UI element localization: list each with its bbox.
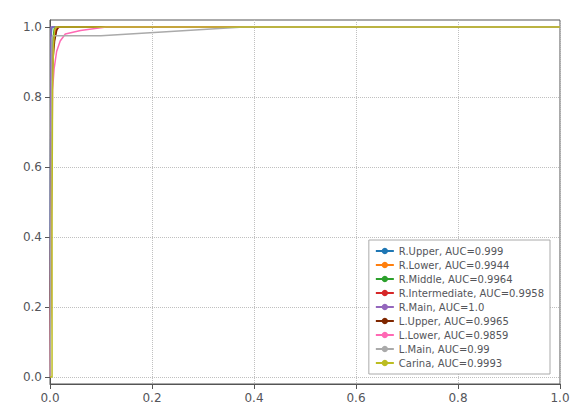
svg-text:0.4: 0.4 (23, 230, 42, 244)
svg-text:0.8: 0.8 (448, 391, 467, 405)
svg-text:0.4: 0.4 (244, 391, 263, 405)
svg-text:Carina, AUC=0.9993: Carina, AUC=0.9993 (399, 358, 502, 369)
svg-text:0.0: 0.0 (23, 370, 42, 384)
svg-text:R.Lower, AUC=0.9944: R.Lower, AUC=0.9944 (399, 260, 510, 271)
svg-text:R.Middle, AUC=0.9964: R.Middle, AUC=0.9964 (399, 274, 513, 285)
svg-text:0.6: 0.6 (23, 160, 42, 174)
svg-text:0.0: 0.0 (40, 391, 59, 405)
svg-text:0.2: 0.2 (142, 391, 161, 405)
svg-text:0.6: 0.6 (346, 391, 365, 405)
svg-text:1.0: 1.0 (23, 20, 42, 34)
svg-text:1.0: 1.0 (550, 391, 569, 405)
svg-text:L.Upper, AUC=0.9965: L.Upper, AUC=0.9965 (399, 316, 509, 327)
svg-text:L.Main, AUC=0.99: L.Main, AUC=0.99 (399, 344, 490, 355)
svg-text:R.Intermediate, AUC=0.9958: R.Intermediate, AUC=0.9958 (399, 288, 544, 299)
svg-text:0.8: 0.8 (23, 90, 42, 104)
svg-text:R.Upper, AUC=0.999: R.Upper, AUC=0.999 (399, 246, 504, 257)
svg-text:0.2: 0.2 (23, 300, 42, 314)
svg-text:L.Lower, AUC=0.9859: L.Lower, AUC=0.9859 (399, 330, 509, 341)
svg-text:R.Main, AUC=1.0: R.Main, AUC=1.0 (399, 302, 484, 313)
